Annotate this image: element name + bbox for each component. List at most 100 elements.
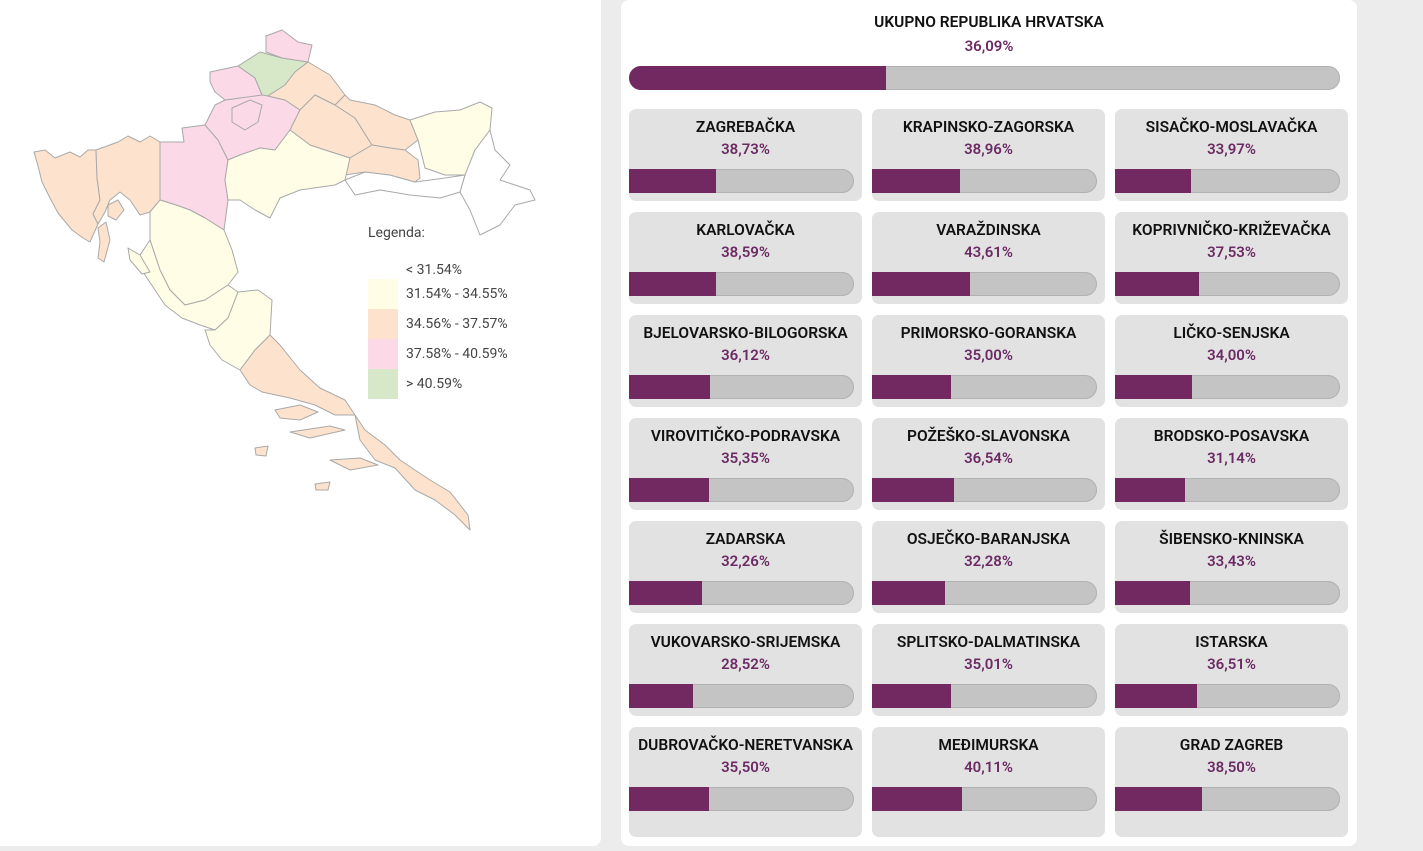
county-name: POŽEŠKO-SLAVONSKA <box>907 427 1070 445</box>
county-card[interactable]: KOPRIVNIČKO-KRIŽEVAČKA 37,53% <box>1115 212 1348 304</box>
county-card[interactable]: ZAGREBAČKA 38,73% <box>629 109 862 201</box>
county-progress-bar <box>629 684 854 708</box>
county-progress-fill <box>872 581 945 605</box>
county-percentage: 36,51% <box>1207 655 1256 673</box>
county-card[interactable]: BJELOVARSKO-BILOGORSKA 36,12% <box>629 315 862 407</box>
county-progress-fill <box>872 272 971 296</box>
county-progress-bar <box>1115 581 1340 605</box>
county-progress-bar <box>1115 684 1340 708</box>
county-card[interactable]: LIČKO-SENJSKA 34,00% <box>1115 315 1348 407</box>
county-progress-fill <box>1115 787 1202 811</box>
map-region-hvar[interactable] <box>289 425 346 439</box>
county-progress-bar <box>629 169 854 193</box>
map-region-cres[interactable] <box>97 221 111 263</box>
county-card[interactable]: VUKOVARSKO-SRIJEMSKA 28,52% <box>629 624 862 716</box>
county-percentage: 35,35% <box>721 449 770 467</box>
total-title: UKUPNO REPUBLIKA HRVATSKA <box>874 13 1104 31</box>
county-card[interactable]: BRODSKO-POSAVSKA 31,14% <box>1115 418 1348 510</box>
map-region-vis[interactable] <box>254 445 269 457</box>
county-card[interactable]: SPLITSKO-DALMATINSKA 35,01% <box>872 624 1105 716</box>
map-region-lastovo[interactable] <box>314 481 331 491</box>
map-region-istarska[interactable] <box>33 149 101 243</box>
county-progress-fill <box>629 272 716 296</box>
county-card[interactable]: VIROVITIČKO-PODRAVSKA 35,35% <box>629 418 862 510</box>
county-card[interactable]: VARAŽDINSKA 43,61% <box>872 212 1105 304</box>
county-percentage: 36,12% <box>721 346 770 364</box>
legend-swatch <box>368 309 398 339</box>
county-name: ŠIBENSKO-KNINSKA <box>1159 530 1304 548</box>
map-region-pozesko-slavonska[interactable] <box>344 144 421 183</box>
county-card[interactable]: ZADARSKA 32,26% <box>629 521 862 613</box>
map-region-splitsko-dalmatinska[interactable] <box>239 334 356 416</box>
legend-label: > 40.59% <box>406 376 463 392</box>
county-progress-bar <box>872 787 1097 811</box>
county-name: KRAPINSKO-ZAGORSKA <box>902 118 1075 136</box>
county-percentage: 28,52% <box>721 655 770 673</box>
county-progress-bar <box>872 169 1097 193</box>
county-name: SPLITSKO-DALMATINSKA <box>896 633 1081 651</box>
county-progress-fill <box>629 375 711 399</box>
county-percentage: 38,73% <box>721 140 770 158</box>
legend-swatch <box>368 279 398 309</box>
map-region-korcula[interactable] <box>329 457 379 471</box>
county-progress-fill <box>629 787 709 811</box>
legend-item: 37.58% - 40.59% <box>368 339 568 369</box>
county-name: KOPRIVNIČKO-KRIŽEVAČKA <box>1132 221 1331 239</box>
legend-item: 34.56% - 37.57% <box>368 309 568 339</box>
county-progress-bar <box>872 478 1097 502</box>
county-progress-fill <box>629 478 709 502</box>
county-progress-fill <box>629 684 694 708</box>
county-name: VUKOVARSKO-SRIJEMSKA <box>650 633 841 651</box>
county-progress-bar <box>872 684 1097 708</box>
county-name: GRAD ZAGREB <box>1179 736 1284 754</box>
county-card[interactable]: DUBROVAČKO-NERETVANSKA 35,50% <box>629 727 862 837</box>
map-region-medimurska[interactable] <box>265 29 313 63</box>
legend-item: > 40.59% <box>368 369 568 399</box>
county-progress-bar <box>629 375 854 399</box>
county-name: BJELOVARSKO-BILOGORSKA <box>643 324 848 342</box>
legend-title: Legenda: <box>368 225 425 241</box>
map-region-sibensko-kninska[interactable] <box>204 289 273 371</box>
county-progress-fill <box>1115 169 1192 193</box>
county-card[interactable]: POŽEŠKO-SLAVONSKA 36,54% <box>872 418 1105 510</box>
county-progress-bar <box>872 581 1097 605</box>
county-percentage: 43,61% <box>964 243 1013 261</box>
map-region-pag[interactable] <box>127 247 151 275</box>
county-progress-fill <box>872 787 963 811</box>
map-region-krk[interactable] <box>107 199 125 221</box>
county-name: PRIMORSKO-GORANSKA <box>900 324 1077 342</box>
county-card[interactable]: MEĐIMURSKA 40,11% <box>872 727 1105 837</box>
legend-swatch <box>368 369 398 399</box>
county-name: OSJEČKO-BARANJSKA <box>906 530 1071 548</box>
county-card[interactable]: OSJEČKO-BARANJSKA 32,28% <box>872 521 1105 613</box>
map-region-primorsko-goranska[interactable] <box>92 135 161 225</box>
county-name: KARLOVAČKA <box>696 221 795 239</box>
county-progress-bar <box>629 478 854 502</box>
county-progress-bar <box>872 272 1097 296</box>
map-region-brac[interactable] <box>274 404 319 421</box>
results-panel: UKUPNO REPUBLIKA HRVATSKA 36,09% ZAGREBA… <box>621 0 1357 846</box>
legend-label: 34.56% - 37.57% <box>406 316 508 332</box>
county-card[interactable]: ISTARSKA 36,51% <box>1115 624 1348 716</box>
legend-item: 31.54% - 34.55% <box>368 279 568 309</box>
county-card[interactable]: KARLOVAČKA 38,59% <box>629 212 862 304</box>
map-region-sisacko-moslavacka[interactable] <box>224 129 351 219</box>
county-progress-bar <box>1115 478 1340 502</box>
county-percentage: 36,54% <box>964 449 1013 467</box>
map-region-viroviticko-podravska[interactable] <box>334 94 419 151</box>
county-card[interactable]: PRIMORSKO-GORANSKA 35,00% <box>872 315 1105 407</box>
map-region-dubrovacko-neretvanska[interactable] <box>354 414 471 531</box>
county-percentage: 33,43% <box>1207 552 1256 570</box>
county-percentage: 32,26% <box>721 552 770 570</box>
county-name: ZADARSKA <box>705 530 786 548</box>
county-card[interactable]: GRAD ZAGREB 38,50% <box>1115 727 1348 837</box>
county-progress-fill <box>872 169 960 193</box>
county-card[interactable]: ŠIBENSKO-KNINSKA 33,43% <box>1115 521 1348 613</box>
county-card[interactable]: SISAČKO-MOSLAVAČKA 33,97% <box>1115 109 1348 201</box>
county-progress-bar <box>1115 375 1340 399</box>
county-name: VARAŽDINSKA <box>936 221 1041 239</box>
map-region-grad-zagreb[interactable] <box>231 99 263 131</box>
county-progress-fill <box>1115 581 1191 605</box>
county-card[interactable]: KRAPINSKO-ZAGORSKA 38,96% <box>872 109 1105 201</box>
county-name: BRODSKO-POSAVSKA <box>1153 427 1310 445</box>
